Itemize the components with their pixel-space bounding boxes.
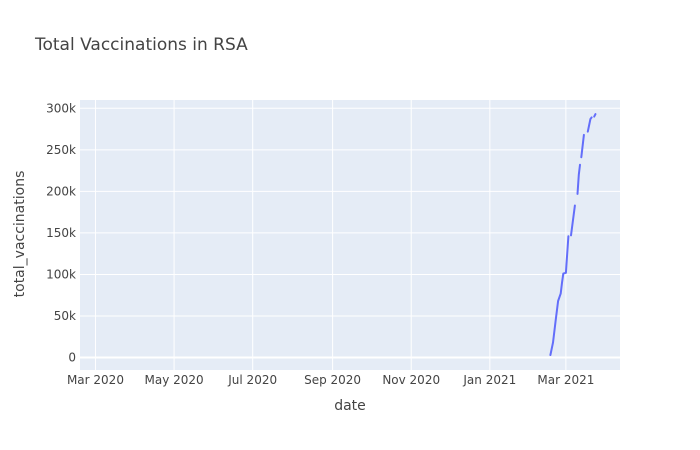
y-tick-label: 250k [46, 143, 76, 157]
series-line-segment [570, 204, 576, 237]
series-line [549, 113, 597, 356]
series-line-segment [586, 116, 593, 133]
y-tick-label: 100k [46, 267, 76, 281]
x-tick-label: Mar 2020 [67, 373, 124, 387]
y-tick-label: 0 [68, 351, 76, 365]
x-tick-label: Nov 2020 [382, 373, 440, 387]
gridlines [80, 100, 620, 370]
x-axis-ticks: Mar 2020 May 2020 Jul 2020 Sep 2020 Nov 2020… [67, 373, 594, 387]
x-tick-label: Jan 2021 [462, 373, 516, 387]
x-axis-title: date [334, 398, 366, 414]
x-tick-label: Jul 2020 [227, 373, 277, 387]
y-axis-title: total_vaccinations [12, 171, 28, 298]
plot-area [80, 100, 620, 370]
y-axis-ticks: 0 50k 100k 150k 200k 250k 300k [46, 101, 76, 364]
series-line-segment [593, 113, 597, 118]
series-line-segment [576, 163, 581, 195]
series-line-segment [549, 235, 570, 356]
x-tick-label: May 2020 [144, 373, 203, 387]
y-tick-label: 300k [46, 101, 76, 115]
y-tick-label: 150k [46, 226, 76, 240]
x-tick-label: Mar 2021 [537, 373, 594, 387]
chart-title: Total Vaccinations in RSA [34, 35, 248, 55]
y-tick-label: 50k [54, 309, 76, 323]
series-line-segment [580, 133, 585, 159]
x-tick-label: Sep 2020 [304, 373, 361, 387]
y-tick-label: 200k [46, 184, 76, 198]
